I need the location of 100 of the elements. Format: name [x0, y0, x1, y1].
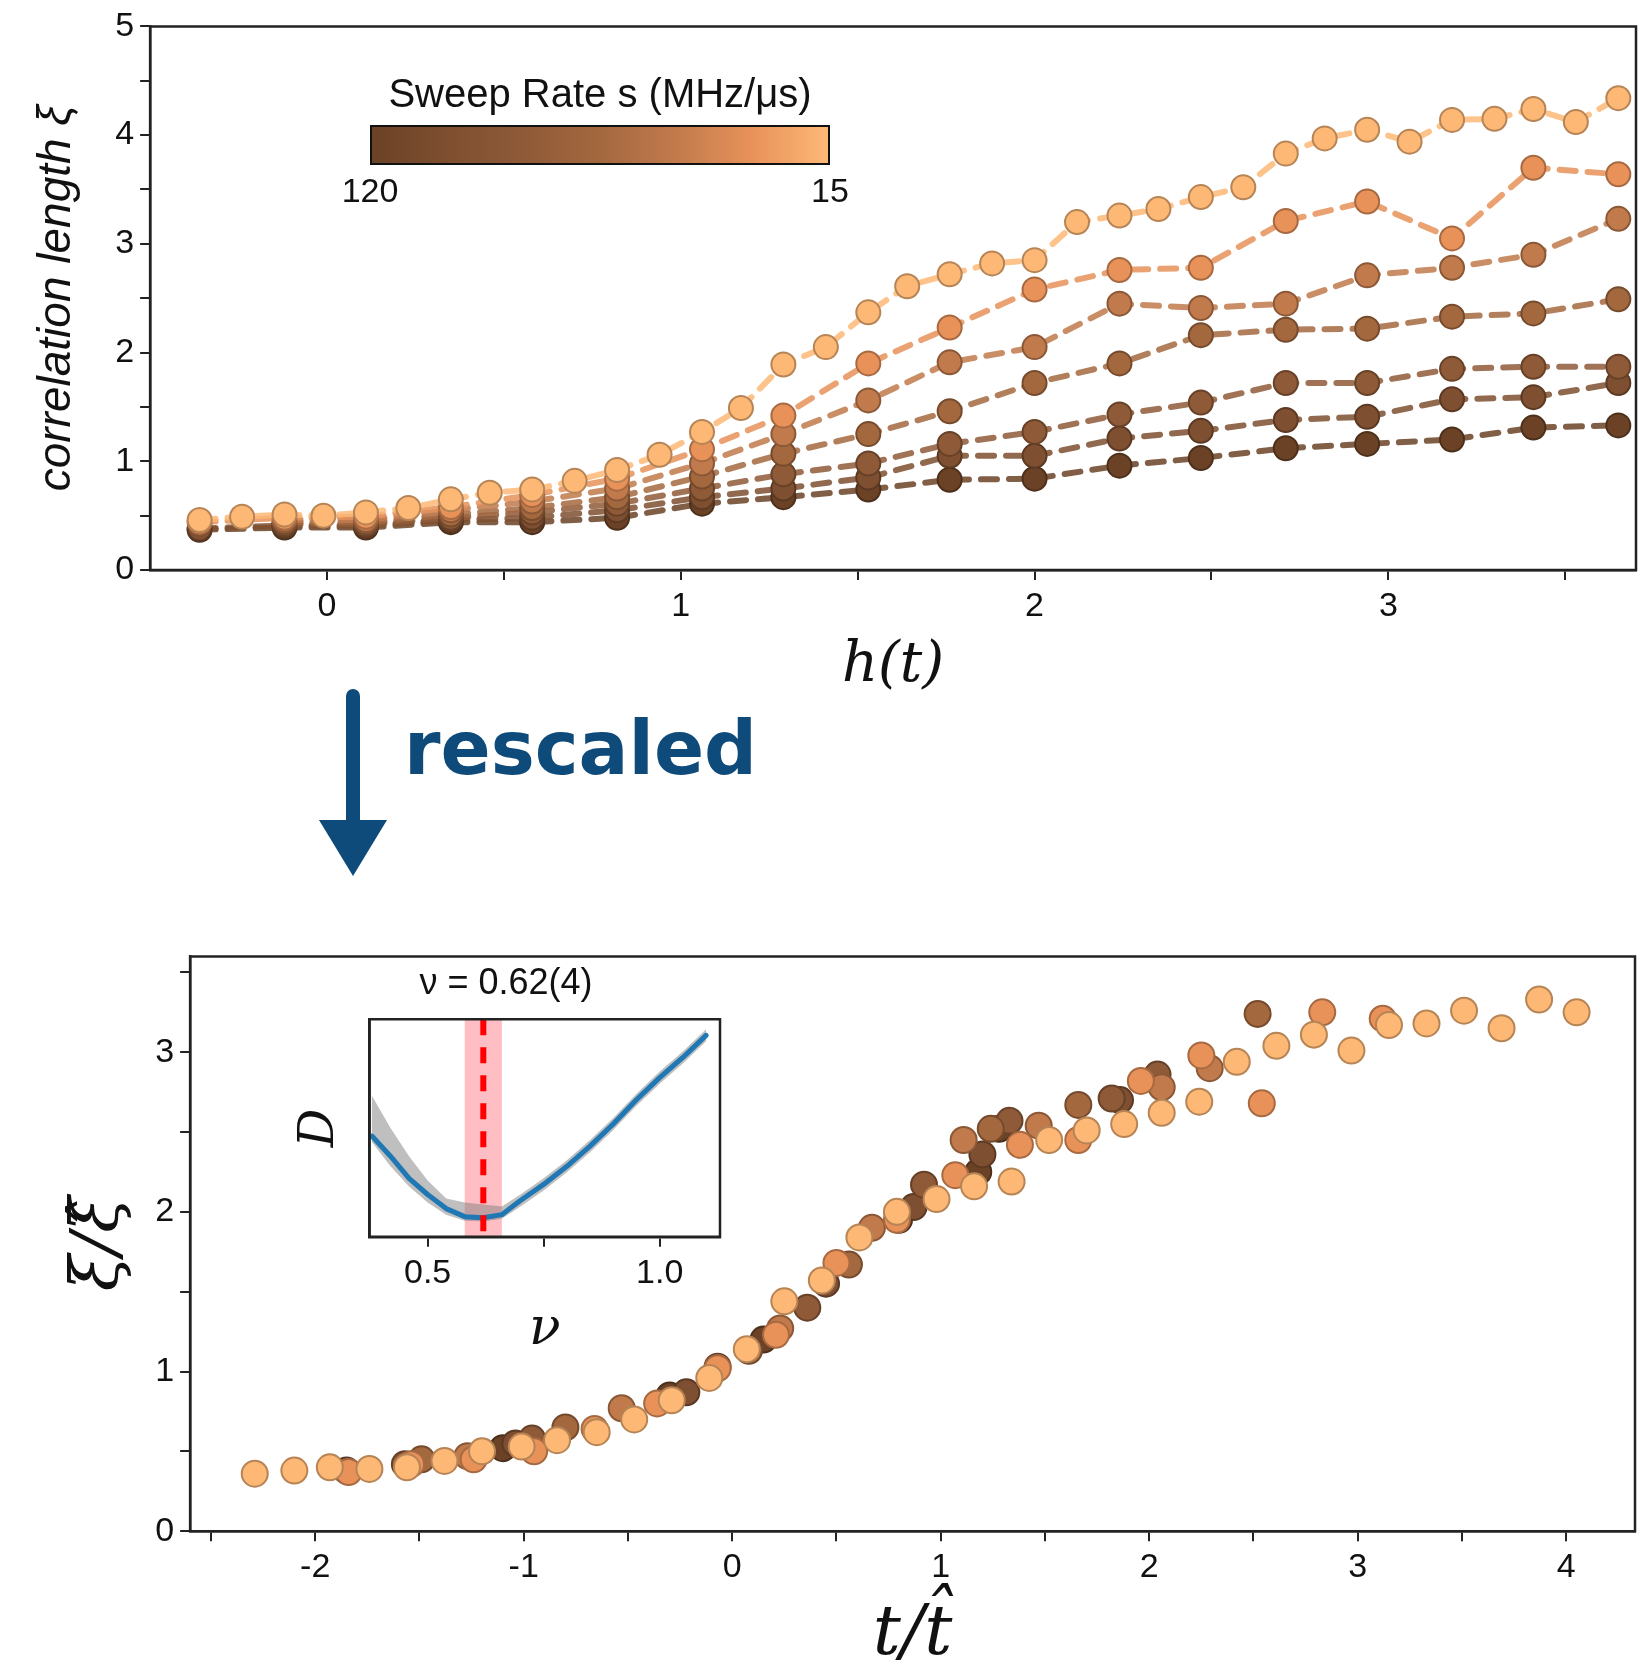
point: [240, 1459, 269, 1488]
point: [468, 1437, 497, 1466]
point: [1064, 1090, 1093, 1119]
point: [1337, 1036, 1366, 1065]
point: [604, 456, 631, 483]
point: [1185, 1087, 1214, 1116]
y-axis-title: correlation length ξ: [28, 102, 81, 492]
point: [922, 1185, 951, 1214]
y-tick-label: 3: [115, 222, 135, 261]
point: [770, 1287, 799, 1316]
point: [695, 1363, 724, 1392]
y-tick-label: 3: [155, 1030, 175, 1069]
point: [310, 502, 337, 529]
y-tick-label: 1: [155, 1349, 175, 1388]
point: [1439, 254, 1466, 281]
point: [822, 1248, 851, 1277]
point: [1520, 96, 1547, 123]
point: [882, 1197, 911, 1226]
point: [1021, 276, 1048, 303]
chart-title: ν = 0.62(4): [419, 960, 593, 1002]
point: [1562, 998, 1591, 1027]
point: [1187, 184, 1214, 211]
point: [1299, 1020, 1328, 1049]
point: [997, 1167, 1026, 1196]
point: [1072, 1116, 1101, 1145]
point: [1605, 412, 1632, 439]
y-tick-label: 4: [115, 113, 135, 152]
point: [1605, 85, 1632, 112]
point: [657, 1386, 686, 1415]
point: [1106, 202, 1133, 229]
point: [1311, 125, 1338, 152]
point: [437, 486, 464, 513]
x-axis-title: ν: [528, 1296, 561, 1357]
point: [1520, 384, 1547, 411]
point: [1354, 370, 1381, 396]
point: [960, 1172, 989, 1201]
point: [1272, 316, 1299, 343]
point: [1481, 105, 1508, 132]
point: [1605, 205, 1632, 232]
point: [1272, 140, 1299, 167]
x-tick-label: -2: [300, 1545, 331, 1584]
point: [1187, 1041, 1216, 1070]
point: [1021, 442, 1048, 469]
point: [968, 1140, 997, 1169]
point: [936, 398, 963, 425]
point: [1064, 209, 1091, 236]
y-axis-title: ξ/ξ̂: [55, 1192, 133, 1292]
point: [561, 467, 588, 494]
point: [1106, 350, 1133, 377]
x-axis-title: t/t̂: [872, 1583, 954, 1672]
point: [1021, 247, 1048, 274]
point: [543, 1426, 572, 1455]
point: [1145, 196, 1172, 223]
point: [1520, 300, 1547, 327]
point: [949, 1126, 978, 1155]
point: [1605, 161, 1632, 188]
point: [979, 250, 1006, 277]
point: [1222, 1047, 1251, 1076]
x-tick-label: 0.5: [403, 1251, 452, 1290]
x-tick-label: 0: [722, 1545, 742, 1584]
point: [620, 1405, 649, 1434]
point: [1308, 998, 1337, 1027]
point: [1520, 241, 1547, 268]
point: [1520, 154, 1547, 181]
point: [1021, 465, 1048, 492]
x-tick-label: 3: [1378, 584, 1398, 623]
point: [1110, 1110, 1139, 1139]
point: [1187, 254, 1214, 281]
point: [1354, 430, 1381, 457]
point: [1439, 225, 1466, 252]
point: [727, 395, 754, 422]
point: [1354, 262, 1381, 289]
y-tick-label: 5: [115, 4, 135, 43]
point: [1487, 1014, 1516, 1043]
point: [280, 1456, 309, 1485]
point: [1562, 109, 1589, 136]
point: [1439, 386, 1466, 413]
point: [689, 418, 716, 445]
point: [807, 1266, 836, 1295]
text: rescaled: [404, 705, 758, 791]
point: [770, 402, 797, 429]
point: [1035, 1126, 1064, 1155]
point: [1272, 290, 1299, 317]
point: [519, 476, 546, 503]
point: [1106, 401, 1133, 428]
point: [476, 479, 503, 506]
point: [1126, 1066, 1155, 1095]
y-tick-label: 0: [115, 548, 135, 587]
point: [1005, 1130, 1034, 1159]
x-tick-label: 4: [1556, 1545, 1576, 1584]
point: [1272, 435, 1299, 462]
point: [1354, 188, 1381, 215]
point: [1106, 256, 1133, 283]
point: [1243, 999, 1272, 1028]
point: [1272, 406, 1299, 433]
annotation: 15: [811, 171, 849, 210]
x-tick-label: 3: [1348, 1545, 1368, 1584]
point: [855, 387, 882, 414]
point: [761, 1320, 790, 1349]
point: [1021, 418, 1048, 445]
